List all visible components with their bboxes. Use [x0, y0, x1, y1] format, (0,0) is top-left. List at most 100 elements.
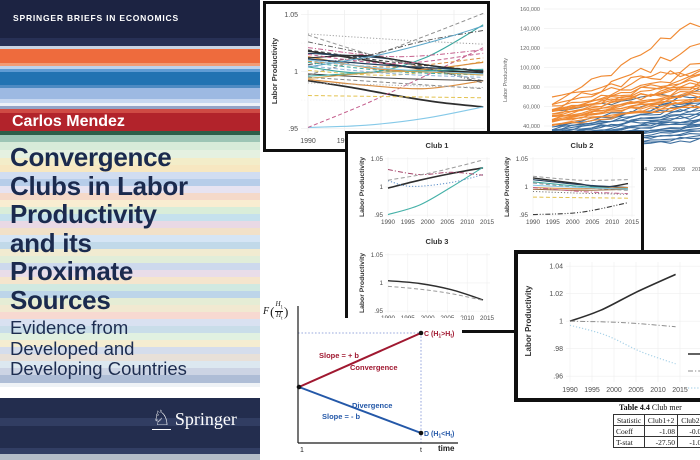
- series-label: SPRINGER BRIEFS IN ECONOMICS: [13, 13, 179, 23]
- merge-test-table: StatisticClub1+2Club2+Coeff-1.08-0.05T-s…: [612, 414, 700, 448]
- x-tick-label: t: [420, 447, 422, 454]
- y-tick-label: .95: [519, 212, 528, 219]
- x-tick-label: 2000: [421, 219, 436, 226]
- diagram-ylabel: F(H1 Ht): [263, 301, 288, 323]
- figure-panel-convergence-diagram: Slope = + b Convergence Slope = - b Diverge…: [262, 300, 462, 460]
- table-row: T-stat-27.50-1.04: [612, 436, 700, 448]
- title-line: Proximate: [10, 256, 134, 286]
- cover-stripe: [0, 131, 260, 135]
- y-tick-label: .98: [553, 346, 563, 353]
- series-line: [532, 196, 629, 199]
- series-line: [307, 71, 484, 79]
- table-cell: -0.05: [676, 425, 700, 437]
- author-name: Carlos Mendez: [12, 113, 125, 130]
- series-line: [307, 78, 484, 90]
- series-line: [307, 79, 484, 108]
- cover-stripe: [0, 291, 260, 298]
- cover-stripe: [0, 207, 260, 214]
- cover-series-band: SPRINGER BRIEFS IN ECONOMICS: [0, 0, 260, 38]
- subtitle-line: Developing Countries: [10, 358, 187, 379]
- title-line: and its: [10, 227, 92, 258]
- x-tick-label: 2010: [650, 387, 666, 394]
- book-subtitle: Evidence from Developed and Developing C…: [10, 317, 187, 380]
- series-line: [307, 76, 484, 90]
- series-line: [387, 166, 484, 216]
- series-line: [307, 57, 484, 68]
- cover-stripe: [0, 85, 260, 88]
- y-axis-label: Labor Productivity: [503, 58, 509, 102]
- x-tick-label: 1990: [526, 219, 541, 226]
- title-line: Convergence: [10, 142, 172, 172]
- series-line: [307, 82, 484, 88]
- point-marker: [418, 430, 424, 436]
- x-tick-label: 1990: [300, 138, 316, 145]
- publisher-logo: ♘ Springer: [152, 408, 237, 430]
- table-row: Coeff-1.08-0.05: [612, 425, 700, 437]
- series-line: [307, 52, 484, 65]
- series-line: [551, 72, 700, 106]
- y-axis-label: Labor Productivity: [504, 157, 511, 217]
- y-tick-label: 100,000: [520, 66, 540, 72]
- series-line: [307, 34, 484, 82]
- cover-stripes: [0, 38, 260, 387]
- series-line: [387, 159, 484, 181]
- x-tick-label: 2015: [480, 219, 495, 226]
- x-tick-label: 2010: [460, 219, 475, 226]
- series-line: [551, 114, 700, 132]
- cover-stripe: [0, 38, 260, 46]
- point-marker: [418, 330, 424, 336]
- x-tick-label: 1995: [337, 138, 353, 145]
- cover-stripe: [0, 66, 260, 69]
- table-header-cell: Club2+: [676, 414, 700, 426]
- footer-stripe: [0, 418, 260, 426]
- point-marker: [296, 384, 302, 390]
- cover-stripe: [0, 326, 260, 333]
- series-line: [569, 320, 676, 328]
- table-header-cell: Club1+2: [644, 414, 678, 426]
- cover-stripe: [0, 69, 260, 72]
- footer-stripe: [0, 454, 260, 460]
- x-tick-label: 2010: [692, 167, 700, 173]
- cover-stripe: [0, 383, 260, 387]
- divergence-line: [298, 386, 422, 434]
- series-line: [569, 324, 676, 365]
- y-tick-label: 60,000: [523, 105, 540, 111]
- chart-club-merge: 1.04 1.02 1 .98 .96 1990 1995 2000 2005 2010 2015 L…: [524, 262, 700, 394]
- y-axis-label: Labor Productivity: [359, 253, 366, 313]
- series-line: [551, 109, 700, 131]
- cover-stripe: [0, 214, 260, 221]
- subplot-title: Club 1: [426, 141, 449, 150]
- cover-stripe: [0, 235, 260, 242]
- y-axis-label: Labor Productivity: [359, 157, 366, 217]
- y-tick-label: 1.04: [549, 263, 563, 270]
- x-tick-label: 2015: [672, 387, 688, 394]
- series-line: [532, 202, 629, 216]
- cover-stripe: [0, 142, 260, 150]
- y-tick-label: .95: [374, 308, 383, 315]
- cover-stripe: [0, 72, 260, 85]
- x-tick-label: 2008: [673, 167, 685, 173]
- cover-stripe: [0, 305, 260, 312]
- series-line: [551, 100, 700, 118]
- cover-stripe: [0, 99, 260, 103]
- cover-stripe: [0, 319, 260, 326]
- cover-stripe: [0, 298, 260, 305]
- cover-stripe: [0, 263, 260, 270]
- series-line: [551, 104, 700, 127]
- series-line: [532, 187, 629, 190]
- series-line: [551, 106, 700, 122]
- y-tick-label: 1: [524, 184, 528, 191]
- cover-stripe: [0, 228, 260, 235]
- cover-stripe: [0, 106, 260, 109]
- footer-stripe: [0, 448, 260, 454]
- series-line: [551, 74, 700, 107]
- convergence-diagram: Slope = + b Convergence Slope = - b Diverge…: [262, 306, 462, 460]
- cover-stripe: [0, 347, 260, 354]
- cover-stripe: [0, 249, 260, 256]
- series-line: [387, 285, 484, 301]
- series-line: [551, 81, 700, 113]
- cover-stripe: [0, 270, 260, 277]
- y-tick-label: 1: [559, 319, 563, 326]
- y-tick-label: .95: [374, 212, 383, 219]
- x-tick-label: 2006: [654, 167, 666, 173]
